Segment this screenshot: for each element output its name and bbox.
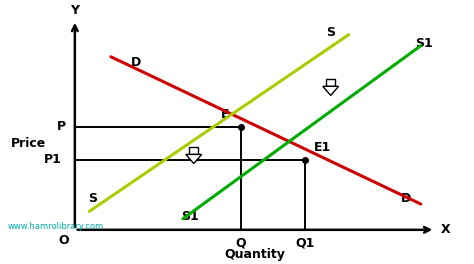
Text: X: X — [441, 223, 451, 236]
Text: D: D — [401, 192, 411, 205]
Text: O: O — [58, 234, 69, 247]
Polygon shape — [323, 86, 338, 95]
Polygon shape — [326, 79, 335, 86]
Text: Quantity: Quantity — [225, 248, 285, 261]
Text: S: S — [88, 192, 97, 205]
Text: S1: S1 — [181, 210, 199, 223]
Text: E1: E1 — [314, 141, 331, 154]
Polygon shape — [186, 154, 201, 163]
Text: P1: P1 — [44, 153, 62, 166]
Text: Q: Q — [235, 237, 246, 249]
Text: Price: Price — [10, 137, 46, 150]
Text: E: E — [221, 108, 230, 121]
Text: Q1: Q1 — [296, 237, 315, 249]
Text: P: P — [57, 120, 66, 133]
Text: D: D — [131, 56, 141, 69]
Text: S1: S1 — [416, 37, 433, 50]
Text: S: S — [326, 26, 335, 39]
Text: www.hamrolibrary.com: www.hamrolibrary.com — [8, 223, 104, 232]
Polygon shape — [190, 147, 198, 154]
Text: Y: Y — [70, 4, 79, 17]
